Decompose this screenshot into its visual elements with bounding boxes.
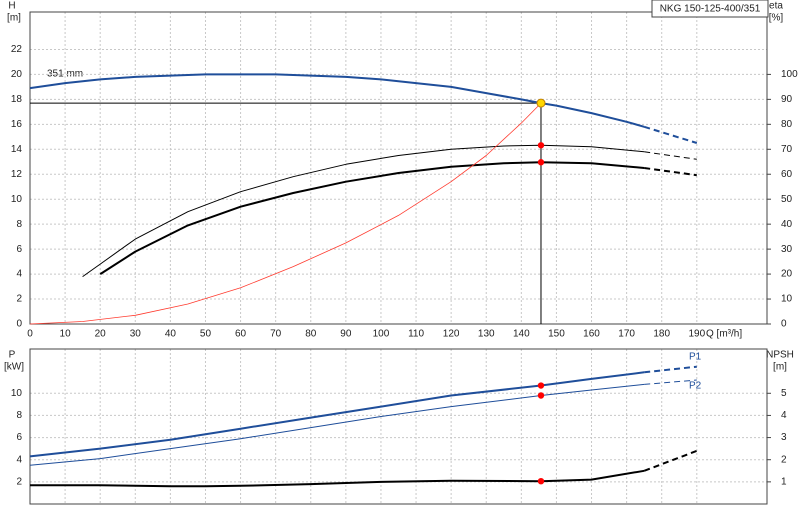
y-tick-label: 4 (16, 269, 22, 280)
title-box (651, 0, 769, 18)
curve (644, 379, 697, 385)
curve (29, 102, 542, 325)
y-tick-label: 10 (11, 194, 23, 205)
series-label: P1 (689, 352, 702, 363)
x-tick-label: 60 (235, 329, 247, 340)
x-tick-label: 150 (548, 329, 565, 340)
grid-layer (29, 12, 767, 325)
chart-title: NKG 150-125-400/351 (660, 4, 761, 15)
y-tick-label: 10 (11, 388, 23, 399)
y2-tick-label: 2 (781, 454, 787, 465)
curve (644, 167, 697, 177)
x-tick-label: 20 (95, 329, 107, 340)
x-tick-label: 80 (305, 329, 317, 340)
operating-point (537, 477, 545, 485)
y-tick-label: 4 (16, 454, 22, 465)
x-tick-label: 120 (443, 329, 460, 340)
operating-point (537, 159, 545, 166)
y2-tick-label: 80 (781, 119, 793, 130)
y2-tick-label: 5 (781, 388, 787, 399)
x-tick-label: 160 (583, 329, 600, 340)
y-label: P (9, 350, 16, 361)
x-tick-label: 30 (130, 329, 142, 340)
curve (29, 371, 645, 458)
curve (643, 125, 698, 144)
operating-point (537, 392, 545, 399)
x-tick-label: 100 (373, 329, 390, 340)
y2-tick-label: 70 (781, 144, 793, 155)
plot-frame (29, 348, 768, 505)
y2-unit: [m] (773, 362, 787, 373)
y2-tick-label: 4 (781, 410, 787, 421)
y2-tick-label: 0 (781, 319, 787, 330)
operating-point (537, 142, 545, 149)
x-tick-label: 40 (165, 329, 177, 340)
curve (82, 144, 645, 278)
x-tick-label: 140 (513, 329, 530, 340)
y2-label: eta (769, 1, 783, 12)
y2-tick-label: 100 (781, 69, 798, 80)
y2-tick-label: 90 (781, 94, 793, 105)
y-tick-label: 14 (11, 144, 23, 155)
y2-tick-label: 60 (781, 169, 793, 180)
y-tick-label: 12 (11, 169, 23, 180)
y-tick-label: 2 (16, 476, 22, 487)
y2-tick-label: 30 (781, 244, 793, 255)
x-tick-label: 110 (408, 329, 424, 340)
x-tick-label: 90 (340, 329, 352, 340)
y2-tick-label: 20 (781, 269, 793, 280)
curve (29, 73, 645, 128)
y2-tick-label: 40 (781, 219, 793, 230)
x-label: Q [m³/h] (706, 329, 742, 340)
y-unit: [kW] (4, 362, 24, 373)
y-tick-label: 2 (16, 294, 22, 305)
y-label: H (8, 1, 15, 12)
annotation: 351 mm (47, 69, 83, 80)
x-tick-label: 10 (60, 329, 72, 340)
y-tick-label: 8 (16, 410, 22, 421)
curve (30, 469, 645, 488)
y2-label: NPSH (766, 350, 794, 361)
y2-tick-label: 10 (781, 294, 793, 305)
series-label: P2 (689, 381, 702, 392)
x-tick-label: 0 (27, 329, 33, 340)
x-tick-label: 130 (478, 329, 495, 340)
curve (99, 161, 645, 275)
y-tick-label: 22 (11, 44, 23, 55)
y-tick-label: 8 (16, 219, 22, 230)
operating-point (537, 382, 545, 389)
y-tick-label: 0 (16, 319, 22, 330)
x-tick-label: 170 (618, 329, 635, 340)
plot-frame (29, 11, 768, 325)
x-tick-label: 50 (200, 329, 212, 340)
curve (643, 449, 698, 472)
x-tick-label: 180 (653, 329, 670, 340)
y-tick-label: 6 (16, 244, 22, 255)
curve (644, 365, 697, 374)
operating-point (536, 98, 546, 108)
y2-unit: [%] (769, 13, 784, 24)
y-unit: [m] (7, 13, 21, 24)
y-tick-label: 20 (11, 69, 23, 80)
y2-tick-label: 1 (781, 476, 787, 487)
x-tick-label: 190 (688, 329, 705, 340)
y2-tick-label: 50 (781, 194, 793, 205)
curve (644, 151, 697, 160)
y-tick-label: 16 (11, 119, 23, 130)
x-tick-label: 70 (270, 329, 282, 340)
y-tick-label: 18 (11, 94, 23, 105)
y2-tick-label: 3 (781, 432, 787, 443)
curve (29, 383, 645, 466)
y-tick-label: 6 (16, 432, 22, 443)
